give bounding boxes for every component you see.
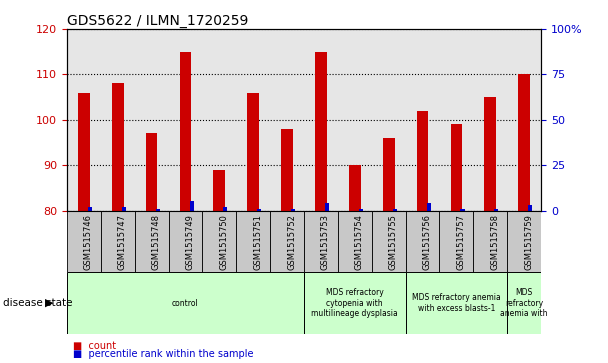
Text: GSM1515748: GSM1515748 (151, 213, 161, 270)
Bar (270, 29, 304, 211)
Bar (78, 93, 90, 211)
Text: GSM1515753: GSM1515753 (321, 213, 330, 270)
Bar (507, 211, 541, 272)
Text: GSM1515751: GSM1515751 (253, 213, 262, 269)
Text: disease state: disease state (3, 298, 72, 308)
Text: GSM1515749: GSM1515749 (185, 213, 195, 269)
Bar (112, 83, 123, 211)
Bar (371, 211, 406, 272)
Text: GDS5622 / ILMN_1720259: GDS5622 / ILMN_1720259 (67, 14, 248, 28)
Bar (247, 93, 259, 211)
Text: GSM1515756: GSM1515756 (423, 213, 432, 270)
Text: MDS refractory anemia
with excess blasts-1: MDS refractory anemia with excess blasts… (412, 293, 501, 313)
Bar (406, 29, 440, 211)
Bar (190, 201, 193, 211)
Text: ■  count: ■ count (73, 340, 116, 351)
Bar (101, 29, 134, 211)
Text: GSM1515754: GSM1515754 (355, 213, 364, 269)
Bar (237, 29, 270, 211)
Bar (507, 29, 541, 211)
Bar (202, 211, 237, 272)
Bar (168, 211, 202, 272)
Bar (237, 211, 270, 272)
Text: ■  percentile rank within the sample: ■ percentile rank within the sample (73, 349, 254, 359)
Text: GSM1515750: GSM1515750 (219, 213, 229, 269)
Bar (156, 209, 160, 211)
Bar (134, 211, 168, 272)
Bar (304, 29, 338, 211)
Text: GSM1515757: GSM1515757 (457, 213, 466, 270)
Text: GSM1515752: GSM1515752 (287, 213, 296, 269)
Bar (494, 209, 499, 211)
Bar (304, 272, 406, 334)
Bar (304, 211, 338, 272)
Bar (122, 207, 126, 211)
Bar (67, 29, 101, 211)
Bar (338, 29, 371, 211)
Bar (359, 209, 363, 211)
Text: control: control (172, 299, 199, 307)
Bar (202, 29, 237, 211)
Text: GSM1515746: GSM1515746 (84, 213, 93, 270)
Bar (101, 211, 134, 272)
Bar (88, 207, 92, 211)
Text: MDS
refractory
anemia with: MDS refractory anemia with (500, 288, 548, 318)
Text: GSM1515747: GSM1515747 (118, 213, 126, 270)
Text: GSM1515755: GSM1515755 (389, 213, 398, 269)
Bar (315, 52, 327, 211)
Bar (416, 111, 429, 211)
Bar (281, 129, 293, 211)
Bar (406, 272, 507, 334)
Text: ▶: ▶ (45, 298, 54, 308)
Text: MDS refractory
cytopenia with
multilineage dysplasia: MDS refractory cytopenia with multilinea… (311, 288, 398, 318)
Bar (291, 209, 295, 211)
Bar (460, 209, 465, 211)
Bar (507, 272, 541, 334)
Bar (474, 29, 507, 211)
Bar (325, 203, 329, 211)
Bar (338, 211, 371, 272)
Bar (528, 205, 533, 211)
Bar (474, 211, 507, 272)
Bar (179, 52, 192, 211)
Bar (168, 29, 202, 211)
Bar (134, 29, 168, 211)
Bar (518, 74, 530, 211)
Text: GSM1515758: GSM1515758 (490, 213, 499, 270)
Text: GSM1515759: GSM1515759 (524, 213, 533, 269)
Bar (485, 97, 496, 211)
Bar (67, 272, 304, 334)
Bar (427, 203, 430, 211)
Bar (371, 29, 406, 211)
Bar (451, 124, 462, 211)
Bar (393, 209, 397, 211)
Bar (349, 165, 361, 211)
Bar (406, 211, 440, 272)
Bar (257, 209, 261, 211)
Bar (440, 211, 474, 272)
Bar (270, 211, 304, 272)
Bar (223, 207, 227, 211)
Bar (383, 138, 395, 211)
Bar (146, 133, 157, 211)
Bar (213, 170, 225, 211)
Bar (440, 29, 474, 211)
Bar (67, 211, 101, 272)
